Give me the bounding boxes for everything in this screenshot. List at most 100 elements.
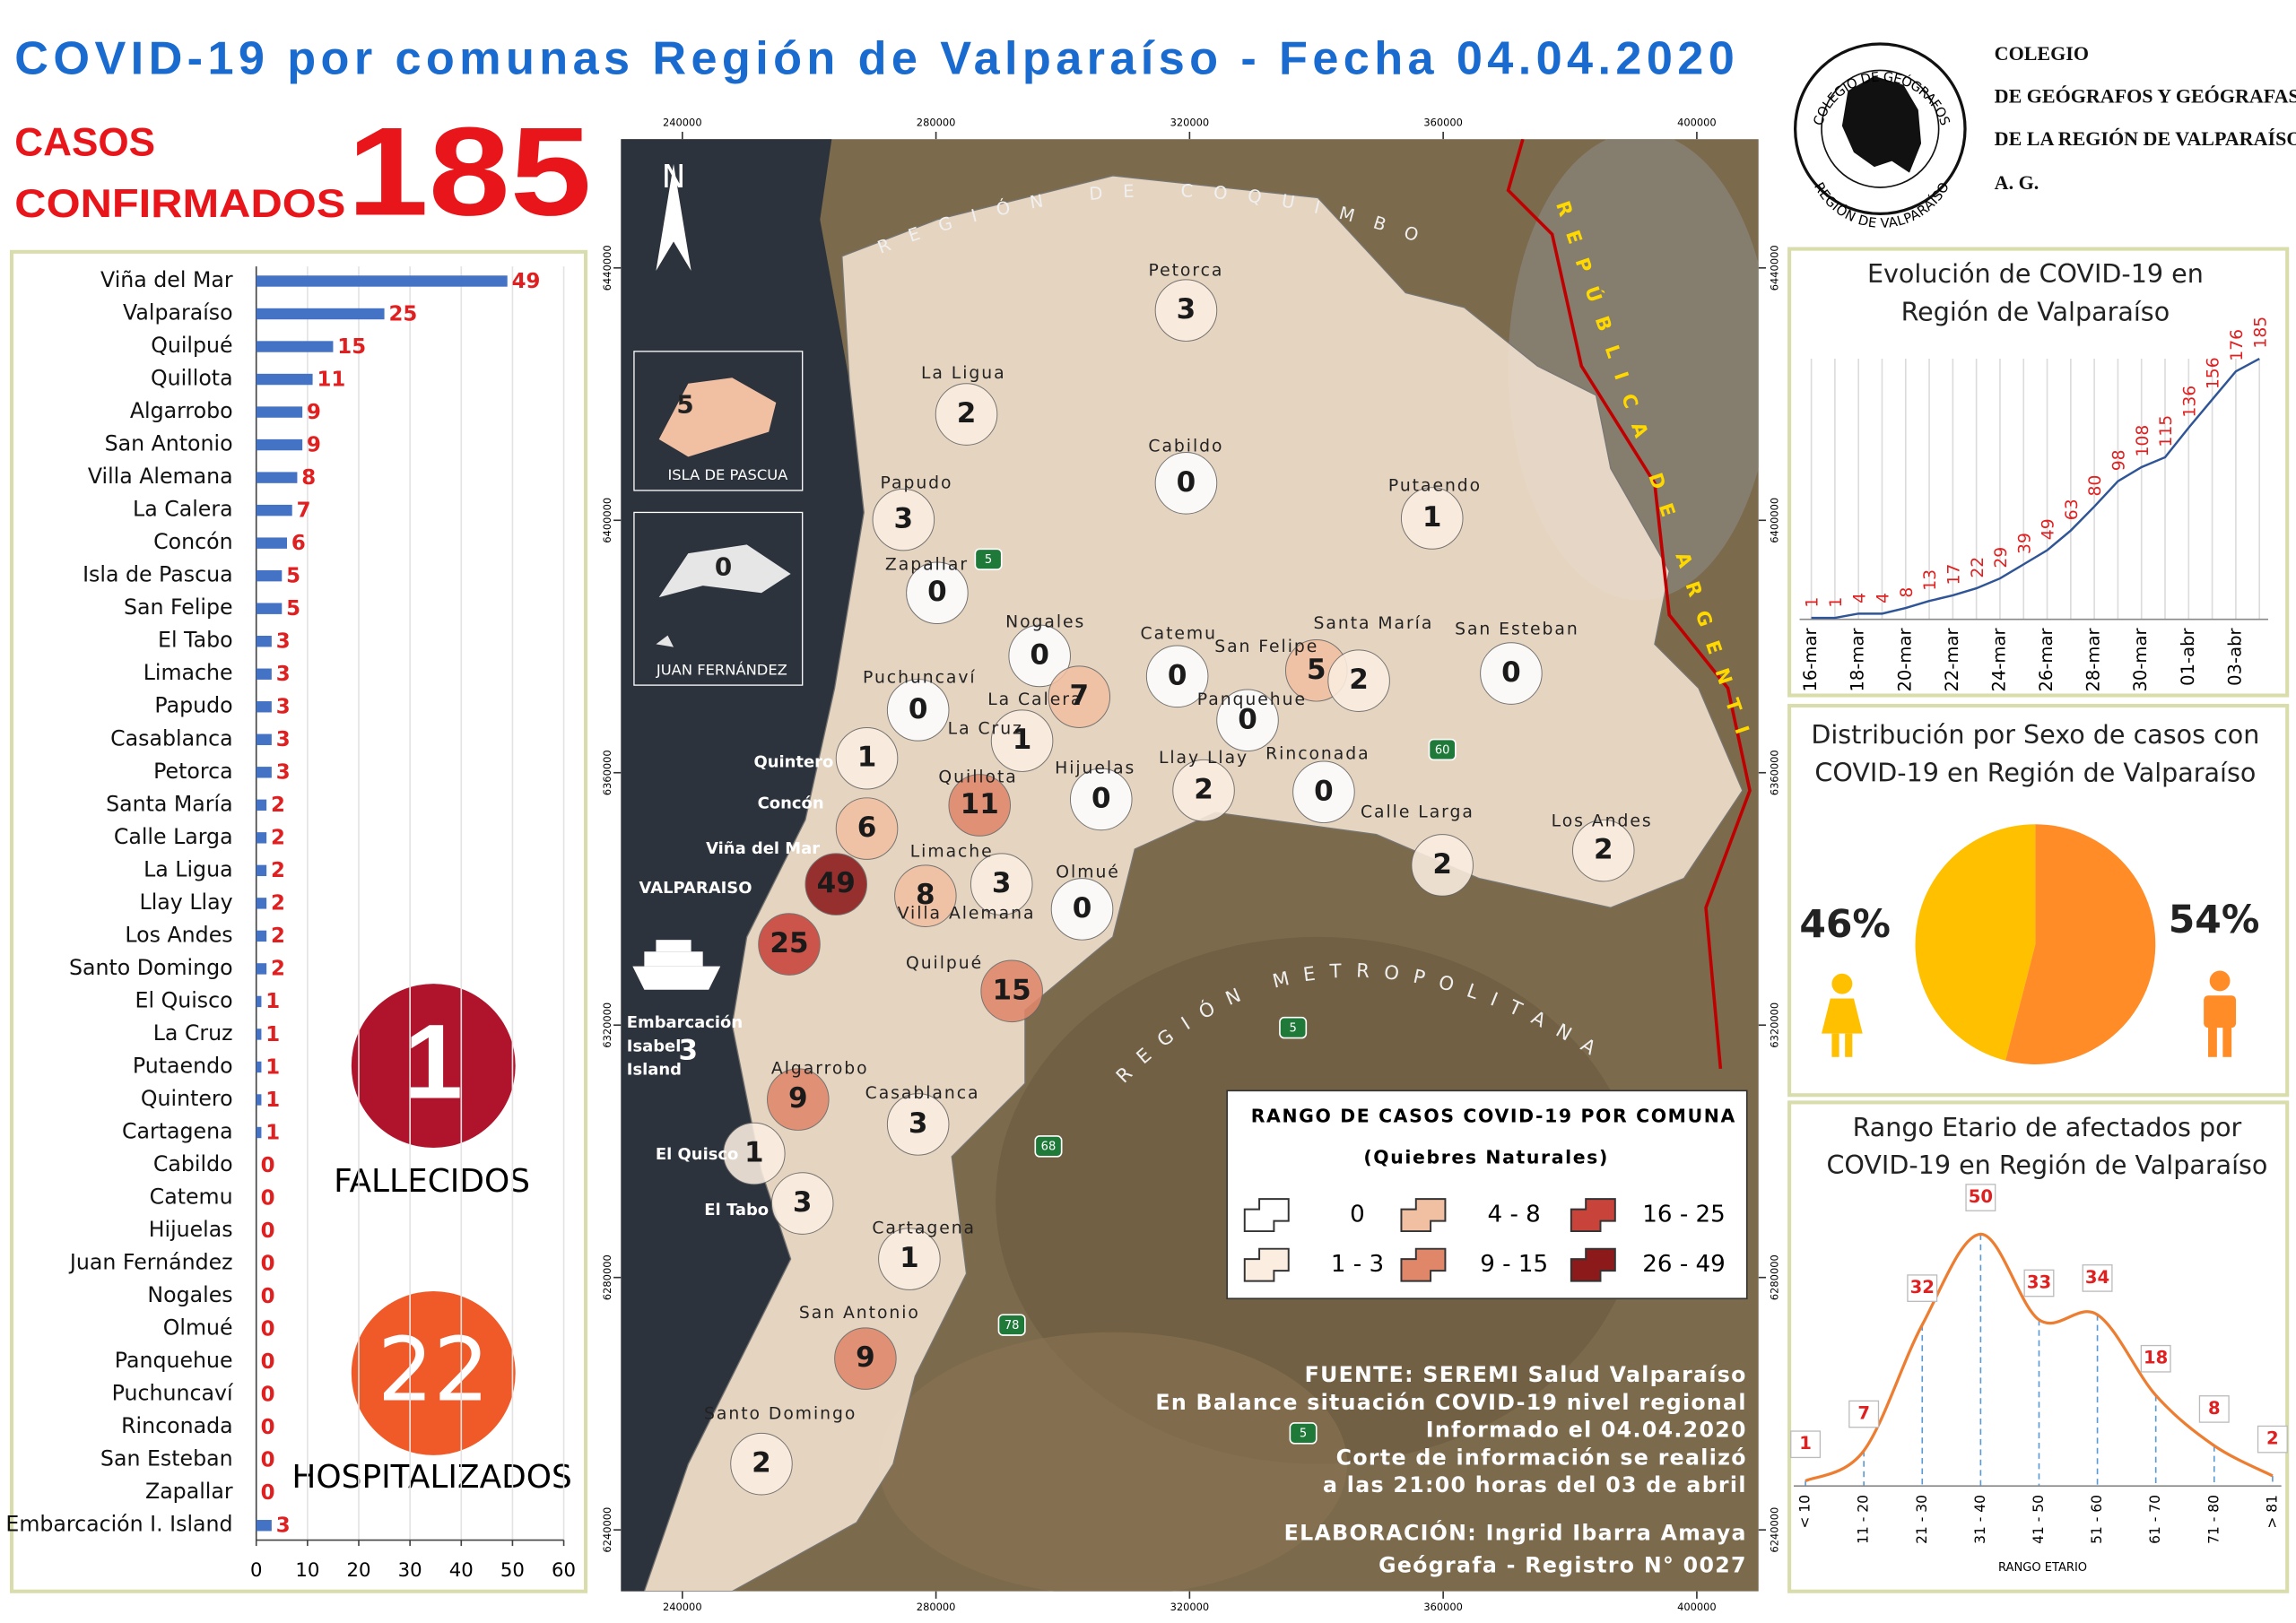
category-label: Quintero (141, 1086, 233, 1111)
value-label: 1 (1804, 597, 1822, 608)
x-tick-label: 31 - 40 (1972, 1495, 1988, 1544)
category-label: Valparaíso (123, 300, 233, 325)
value-label: 2 (271, 924, 285, 948)
commune-name: Villa Alemana (898, 904, 1036, 923)
inset-frame (633, 351, 804, 491)
commune-value: 2 (957, 397, 977, 430)
coord-label: 400000 (1677, 117, 1717, 129)
legend-box (1226, 1089, 1748, 1300)
bar (256, 1520, 272, 1532)
commune-value: 0 (1091, 782, 1111, 814)
commune-marker (1216, 689, 1279, 752)
coord-label: 6440000 (1768, 245, 1780, 291)
category-label: Viña del Mar (100, 267, 233, 292)
label-box (1907, 1274, 1938, 1302)
commune-marker (1480, 642, 1543, 705)
commune-name: El Quisco (656, 1145, 738, 1164)
legend-label: 9 - 15 (1480, 1251, 1548, 1278)
value-label: 29 (1992, 547, 2011, 568)
x-tick-label: 18-mar (1848, 627, 1868, 691)
commune-name: La Ligua (921, 364, 1006, 383)
road-number: 68 (1041, 1141, 1057, 1154)
logo-text: DE LA REGIÓN DE VALPARAÍSO (1995, 126, 2296, 150)
value-label: 39 (2015, 533, 2034, 554)
legend-title: RANGO DE CASOS COVID-19 POR COMUNA (1251, 1106, 1736, 1127)
commune-name: Concón (758, 794, 824, 812)
commune-name: El Tabo (704, 1201, 769, 1219)
bar (256, 1094, 262, 1106)
bar (256, 767, 272, 778)
value-label: 1 (265, 1121, 280, 1144)
chart-title: Evolución de COVID-19 en (1867, 258, 2204, 289)
bar (256, 569, 283, 582)
coord-label: 6280000 (1768, 1254, 1780, 1300)
label-box (1848, 1400, 1880, 1428)
credit-text: Geógrafa - Registro N° 0027 (1378, 1552, 1747, 1577)
commune-marker (804, 853, 868, 916)
bar (256, 930, 267, 942)
value-label: 0 (261, 1186, 275, 1210)
category-label: La Calera (133, 497, 233, 522)
confirmed-label: CASOS (14, 120, 155, 164)
x-tick-label: 26-mar (2036, 627, 2057, 691)
value-label: 1 (265, 1089, 280, 1112)
road-number: 78 (1004, 1319, 1020, 1332)
category-label: Juan Fernández (68, 1250, 233, 1275)
commune-name: Los Andes (1552, 812, 1653, 830)
pie-slice (1915, 824, 2036, 1061)
commune-value: 25 (770, 927, 808, 959)
bar (256, 799, 267, 812)
x-tick-label: 21 - 30 (1914, 1495, 1930, 1544)
category-label: Cartagena (122, 1119, 233, 1144)
value-label: 0 (261, 1252, 275, 1275)
commune-name: Algarrobo (771, 1059, 869, 1078)
category-label: Cabildo (153, 1151, 233, 1176)
value-label: 108 (2134, 425, 2152, 457)
bar (256, 701, 272, 713)
category-label: Villa Alemana (88, 464, 233, 489)
value-label: 1 (265, 1055, 280, 1079)
value-label: 2 (271, 958, 285, 981)
north-arrow (656, 163, 691, 272)
category-label: Puchuncaví (112, 1381, 234, 1406)
commune-value: 1 (1422, 501, 1442, 534)
coord-label: 6240000 (1768, 1507, 1780, 1553)
legend-label: 26 - 49 (1642, 1251, 1725, 1278)
category-label: Los Andes (125, 922, 232, 947)
coord-label: 400000 (1677, 1601, 1717, 1613)
hospitalized-count: 22 (378, 1320, 490, 1422)
coord-label: 240000 (663, 1601, 702, 1613)
commune-marker (834, 1327, 897, 1390)
sea (621, 139, 865, 1592)
commune-marker (906, 561, 969, 625)
category-label: Olmué (163, 1315, 233, 1341)
commune-name: Cabildo (1148, 437, 1223, 456)
commune-name: Limache (910, 843, 994, 862)
value-label: 6 (291, 532, 306, 555)
source-text: a las 21:00 horas del 03 de abril (1323, 1472, 1747, 1497)
x-tick-label: 30 (398, 1559, 422, 1582)
pie-label: 46% (1799, 903, 1891, 947)
value-label: 0 (261, 1449, 275, 1472)
commune-name: Rinconada (1265, 744, 1370, 763)
x-tick-label: 40 (449, 1559, 474, 1582)
ship-label: Embarcación (627, 1013, 743, 1032)
coord-label: 280000 (917, 1601, 956, 1613)
value-label: 0 (261, 1154, 275, 1177)
x-axis-label: RANGO ETARIO (1998, 1561, 2087, 1575)
category-label: Nogales (147, 1282, 232, 1307)
commune-marker (970, 853, 1033, 916)
value-label: 2 (271, 859, 285, 882)
x-tick-label: 50 (500, 1559, 525, 1582)
commune-value: 2 (1594, 834, 1613, 866)
coord-label: 6240000 (601, 1507, 613, 1553)
value-label: 7 (297, 499, 311, 522)
x-tick-label: 0 (250, 1559, 263, 1582)
category-label: Santa María (106, 791, 232, 816)
value-label: 136 (2180, 386, 2199, 418)
legend-swatch (1570, 1247, 1616, 1282)
commune-marker (948, 774, 1012, 837)
commune-value: 6 (857, 812, 877, 844)
value-label: 176 (2228, 329, 2247, 361)
